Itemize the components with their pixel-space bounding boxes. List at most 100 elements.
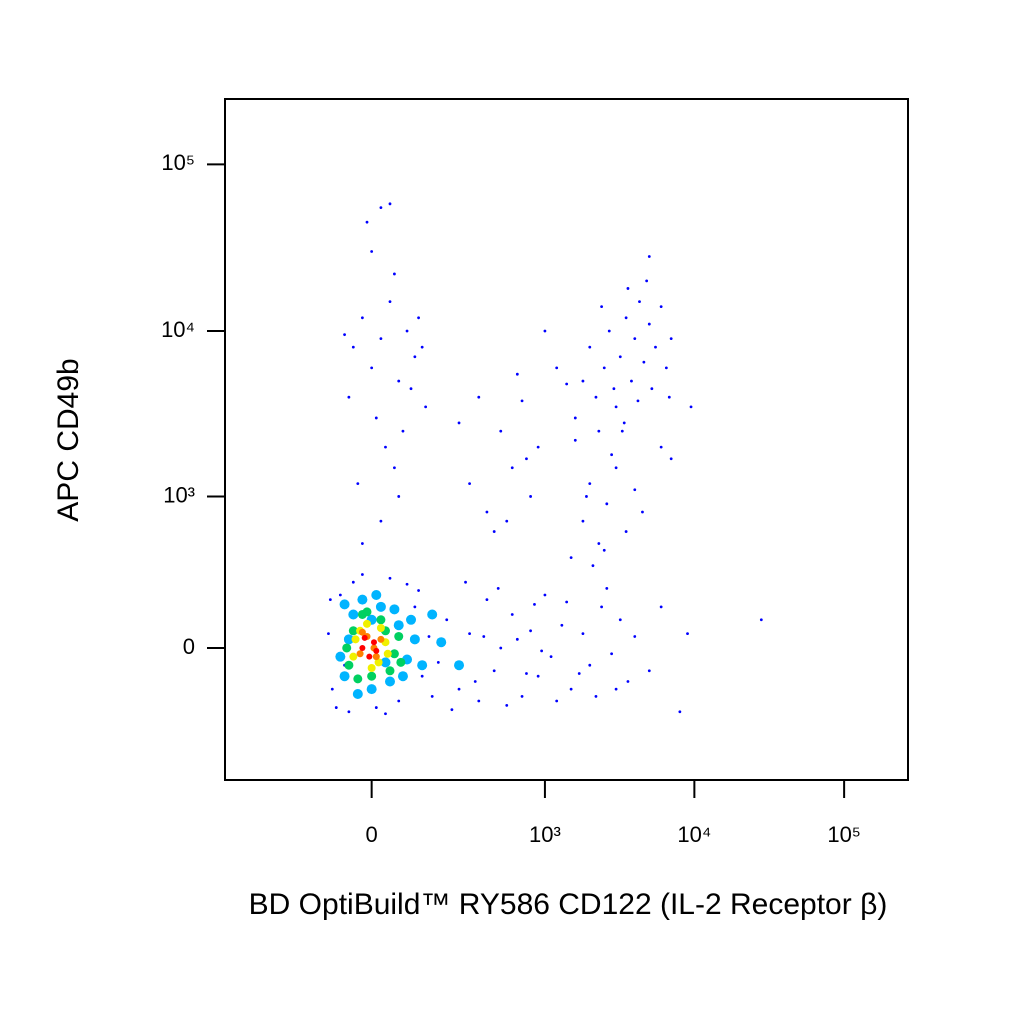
point bbox=[669, 337, 673, 340]
point bbox=[397, 379, 401, 383]
point bbox=[602, 366, 606, 370]
point bbox=[362, 607, 372, 617]
x-tick-label: 10³ bbox=[529, 822, 561, 847]
point bbox=[477, 395, 481, 399]
point bbox=[379, 206, 383, 210]
point bbox=[591, 564, 595, 568]
point bbox=[347, 710, 351, 714]
point bbox=[525, 672, 528, 675]
point bbox=[610, 453, 614, 457]
point bbox=[385, 666, 395, 676]
point bbox=[612, 387, 616, 391]
point bbox=[397, 671, 408, 682]
point bbox=[372, 653, 380, 661]
point bbox=[473, 680, 477, 683]
point bbox=[352, 689, 363, 700]
point bbox=[624, 316, 628, 320]
point bbox=[330, 687, 334, 691]
point bbox=[659, 305, 663, 309]
point bbox=[343, 634, 354, 645]
point bbox=[376, 615, 386, 625]
point bbox=[614, 466, 618, 470]
point bbox=[641, 510, 644, 514]
point bbox=[343, 333, 346, 337]
point bbox=[597, 542, 601, 545]
point bbox=[678, 710, 682, 714]
point bbox=[468, 482, 471, 485]
point bbox=[759, 618, 763, 622]
point bbox=[420, 674, 424, 678]
point bbox=[585, 495, 588, 498]
point bbox=[376, 623, 385, 632]
point bbox=[380, 657, 391, 668]
point bbox=[334, 706, 338, 709]
point bbox=[607, 329, 611, 333]
point bbox=[379, 337, 383, 340]
point bbox=[600, 305, 604, 309]
point bbox=[499, 646, 503, 650]
point bbox=[549, 655, 553, 659]
point bbox=[555, 699, 559, 703]
point bbox=[427, 609, 438, 620]
x-tick-label: 0 bbox=[366, 822, 378, 847]
point bbox=[689, 405, 693, 409]
point bbox=[468, 632, 471, 636]
point bbox=[365, 220, 369, 224]
point bbox=[361, 634, 368, 641]
point bbox=[620, 429, 624, 433]
point bbox=[393, 272, 396, 276]
point bbox=[374, 658, 383, 667]
point bbox=[642, 360, 646, 364]
point bbox=[614, 687, 618, 691]
point bbox=[581, 632, 585, 636]
point bbox=[533, 602, 536, 606]
point bbox=[436, 637, 447, 648]
point bbox=[383, 649, 392, 658]
point bbox=[351, 580, 355, 584]
point bbox=[565, 382, 569, 386]
point bbox=[605, 502, 609, 506]
point bbox=[405, 329, 409, 333]
point bbox=[636, 399, 640, 403]
point bbox=[424, 405, 428, 409]
point bbox=[659, 605, 663, 609]
point bbox=[413, 605, 417, 609]
point bbox=[363, 619, 372, 628]
point bbox=[374, 706, 378, 709]
point bbox=[543, 329, 547, 333]
point bbox=[477, 699, 481, 703]
point bbox=[654, 345, 657, 349]
y-tick-label: 10⁵ bbox=[161, 150, 195, 175]
point bbox=[536, 445, 540, 449]
point bbox=[450, 708, 454, 712]
point bbox=[543, 593, 547, 597]
point bbox=[339, 671, 350, 682]
point bbox=[417, 316, 420, 320]
point bbox=[351, 345, 355, 349]
point bbox=[577, 672, 581, 675]
point bbox=[328, 598, 332, 601]
point bbox=[360, 316, 364, 320]
point bbox=[389, 649, 399, 659]
point bbox=[588, 482, 592, 485]
point bbox=[622, 421, 626, 425]
point bbox=[630, 379, 633, 383]
point bbox=[393, 620, 404, 631]
point bbox=[492, 669, 496, 673]
point bbox=[569, 556, 573, 560]
point bbox=[396, 657, 406, 667]
point bbox=[430, 694, 434, 698]
point bbox=[342, 643, 352, 653]
point bbox=[359, 644, 366, 651]
point bbox=[633, 488, 637, 492]
x-tick-label: 10⁵ bbox=[827, 822, 861, 847]
point bbox=[420, 345, 424, 349]
point bbox=[588, 345, 592, 349]
point bbox=[371, 589, 382, 600]
point bbox=[650, 387, 654, 391]
point bbox=[482, 635, 486, 638]
point bbox=[618, 355, 622, 359]
point bbox=[565, 600, 569, 604]
point bbox=[384, 712, 387, 716]
point bbox=[573, 438, 577, 442]
